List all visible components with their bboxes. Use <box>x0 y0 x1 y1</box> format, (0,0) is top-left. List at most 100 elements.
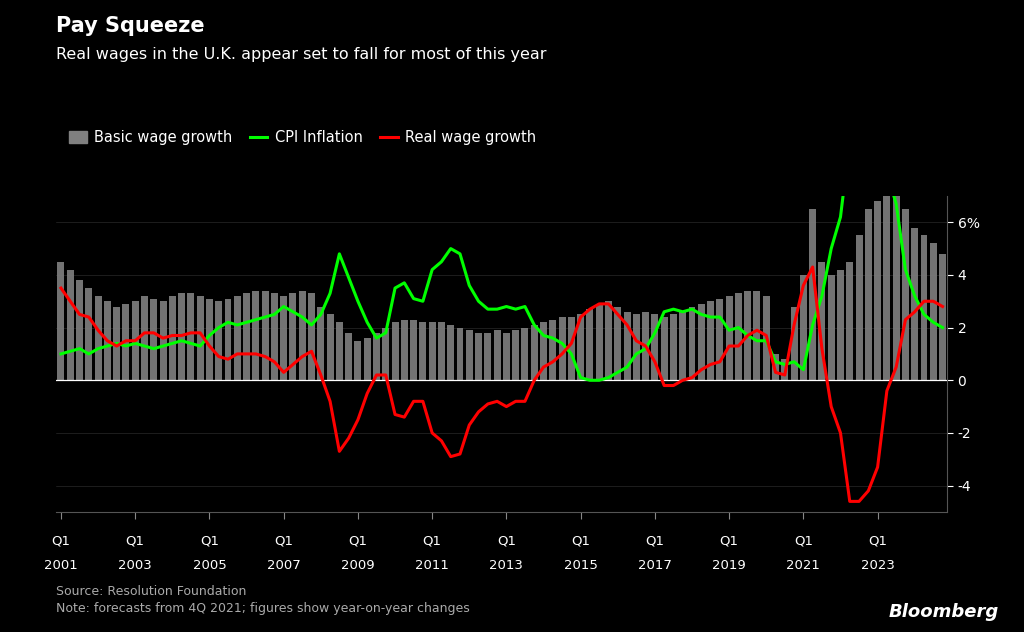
Bar <box>717 299 723 380</box>
Bar <box>735 293 741 380</box>
Text: Q1: Q1 <box>423 534 441 547</box>
Bar <box>754 291 761 380</box>
Bar <box>420 322 426 380</box>
Bar <box>549 320 556 380</box>
Bar <box>103 301 111 380</box>
Bar <box>290 293 296 380</box>
Bar <box>400 320 408 380</box>
Bar <box>391 322 398 380</box>
Bar <box>252 291 259 380</box>
Bar <box>708 301 714 380</box>
Text: Real wages in the U.K. appear set to fall for most of this year: Real wages in the U.K. appear set to fal… <box>56 47 547 63</box>
Text: Pay Squeeze: Pay Squeeze <box>56 16 205 36</box>
Bar <box>688 307 695 380</box>
Bar <box>354 341 361 380</box>
Bar <box>151 299 158 380</box>
Bar <box>373 333 380 380</box>
Text: Q1: Q1 <box>51 534 71 547</box>
Text: 2015: 2015 <box>563 559 598 573</box>
Bar <box>299 291 306 380</box>
Text: Source: Resolution Foundation: Source: Resolution Foundation <box>56 585 247 598</box>
Bar <box>197 296 204 380</box>
Bar <box>336 322 343 380</box>
Bar <box>233 296 241 380</box>
Bar <box>429 322 435 380</box>
Bar <box>726 296 732 380</box>
Bar <box>902 209 909 380</box>
Bar <box>633 315 640 380</box>
Bar <box>327 315 334 380</box>
Bar <box>281 296 287 380</box>
Bar <box>411 320 417 380</box>
Text: 2019: 2019 <box>713 559 746 573</box>
Bar <box>809 209 816 380</box>
Bar <box>447 325 455 380</box>
Text: 2023: 2023 <box>860 559 895 573</box>
Bar <box>624 312 631 380</box>
Bar <box>94 296 101 380</box>
Bar <box>884 183 890 380</box>
Bar <box>559 317 565 380</box>
Bar <box>141 296 147 380</box>
Bar <box>827 275 835 380</box>
Bar <box>457 327 464 380</box>
Text: 2013: 2013 <box>489 559 523 573</box>
Bar <box>568 317 574 380</box>
Bar <box>521 327 528 380</box>
Text: 2001: 2001 <box>44 559 78 573</box>
Bar <box>818 262 825 380</box>
Bar <box>921 236 928 380</box>
Bar <box>308 293 315 380</box>
Bar <box>187 293 195 380</box>
Bar <box>132 301 138 380</box>
Text: Bloomberg: Bloomberg <box>888 603 998 621</box>
Bar <box>224 299 231 380</box>
Bar <box>930 243 937 380</box>
Bar <box>67 270 74 380</box>
Bar <box>438 322 444 380</box>
Bar <box>76 280 83 380</box>
Bar <box>651 315 658 380</box>
Bar <box>85 288 92 380</box>
Bar <box>874 201 881 380</box>
Text: Q1: Q1 <box>200 534 219 547</box>
Bar <box>160 301 167 380</box>
Bar <box>57 262 65 380</box>
Bar <box>800 275 807 380</box>
Bar <box>178 293 185 380</box>
Text: Q1: Q1 <box>497 534 516 547</box>
Text: Note: forecasts from 4Q 2021; figures show year-on-year changes: Note: forecasts from 4Q 2021; figures sh… <box>56 602 470 615</box>
Bar <box>605 301 612 380</box>
Text: 2011: 2011 <box>415 559 450 573</box>
Bar <box>865 209 871 380</box>
Bar <box>587 309 593 380</box>
Bar <box>364 338 371 380</box>
Bar <box>744 291 752 380</box>
Text: 2005: 2005 <box>193 559 226 573</box>
Text: 2017: 2017 <box>638 559 672 573</box>
Bar <box>772 354 779 380</box>
Text: 2003: 2003 <box>119 559 153 573</box>
Text: Q1: Q1 <box>348 534 368 547</box>
Bar <box>939 254 946 380</box>
Bar <box>382 327 389 380</box>
Bar <box>114 307 120 380</box>
Bar <box>123 304 129 380</box>
Text: Q1: Q1 <box>645 534 665 547</box>
Bar <box>494 331 501 380</box>
Bar <box>475 333 482 380</box>
Bar <box>670 315 677 380</box>
Bar <box>243 293 250 380</box>
Legend: Basic wage growth, CPI Inflation, Real wage growth: Basic wage growth, CPI Inflation, Real w… <box>63 125 542 151</box>
Bar <box>763 296 770 380</box>
Text: 2009: 2009 <box>341 559 375 573</box>
Bar <box>679 312 686 380</box>
Bar <box>503 333 510 380</box>
Bar <box>911 228 919 380</box>
Bar <box>596 304 603 380</box>
Text: 2021: 2021 <box>786 559 820 573</box>
Bar <box>856 236 862 380</box>
Bar <box>540 322 547 380</box>
Bar <box>206 299 213 380</box>
Bar <box>530 325 538 380</box>
